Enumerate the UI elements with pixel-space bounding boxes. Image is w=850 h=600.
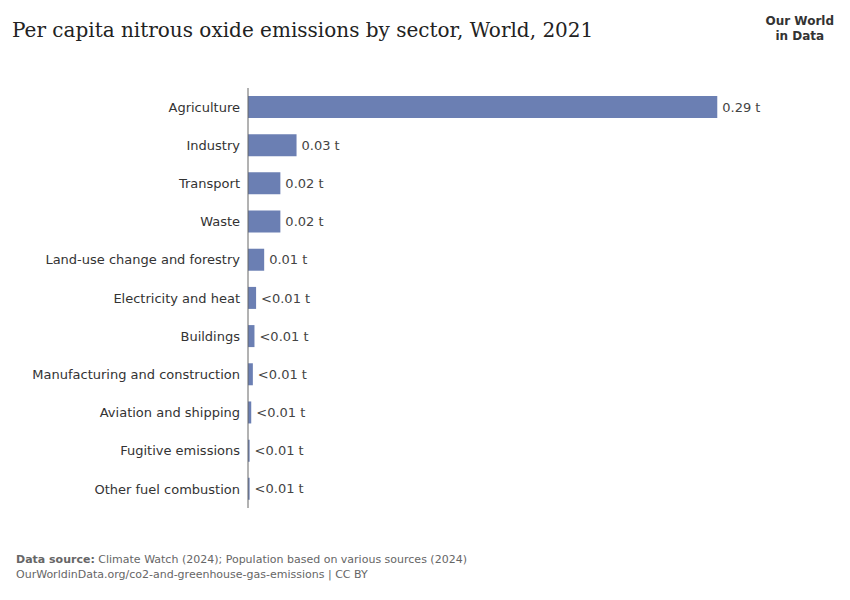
svg-text:Buildings: Buildings <box>180 329 240 344</box>
svg-text:0.02 t: 0.02 t <box>285 214 323 229</box>
html-text:Data source: Climate Watch (20: Data source: Climate Watch (2024); Popul… <box>16 553 467 566</box>
svg-text:Electricity and heat: Electricity and heat <box>113 291 240 306</box>
svg-text:<0.01 t: <0.01 t <box>255 481 304 496</box>
svg-text:0.02 t: 0.02 t <box>285 176 323 191</box>
svg-text:<0.01 t: <0.01 t <box>259 329 308 344</box>
svg-text:0.01 t: 0.01 t <box>269 252 307 267</box>
svg-text:Fugitive emissions: Fugitive emissions <box>120 443 240 458</box>
html-text:Per capita nitrous oxide emiss: Per capita nitrous oxide emissions by se… <box>12 18 594 42</box>
html-text:Our World: Our World <box>765 14 834 28</box>
svg-text:Other fuel combustion: Other fuel combustion <box>94 482 240 497</box>
svg-text:Agriculture: Agriculture <box>169 100 241 115</box>
svg-text:<0.01 t: <0.01 t <box>261 291 310 306</box>
svg-text:0.29 t: 0.29 t <box>722 100 760 115</box>
svg-text:Aviation and shipping: Aviation and shipping <box>100 405 240 420</box>
svg-text:<0.01 t: <0.01 t <box>258 367 307 382</box>
svg-text:Industry: Industry <box>187 138 241 153</box>
svg-text:<0.01 t: <0.01 t <box>256 405 305 420</box>
svg-text:Waste: Waste <box>200 214 240 229</box>
html-text:in Data: in Data <box>775 29 825 43</box>
html-text:OurWorldinData.org/co2-and-gre: OurWorldinData.org/co2-and-greenhouse-ga… <box>16 568 368 581</box>
svg-text:Land-use change and forestry: Land-use change and forestry <box>45 252 240 267</box>
svg-text:0.03 t: 0.03 t <box>302 138 340 153</box>
svg-text:Manufacturing and construction: Manufacturing and construction <box>32 367 240 382</box>
svg-text:Transport: Transport <box>178 176 240 191</box>
svg-text:<0.01 t: <0.01 t <box>255 443 304 458</box>
